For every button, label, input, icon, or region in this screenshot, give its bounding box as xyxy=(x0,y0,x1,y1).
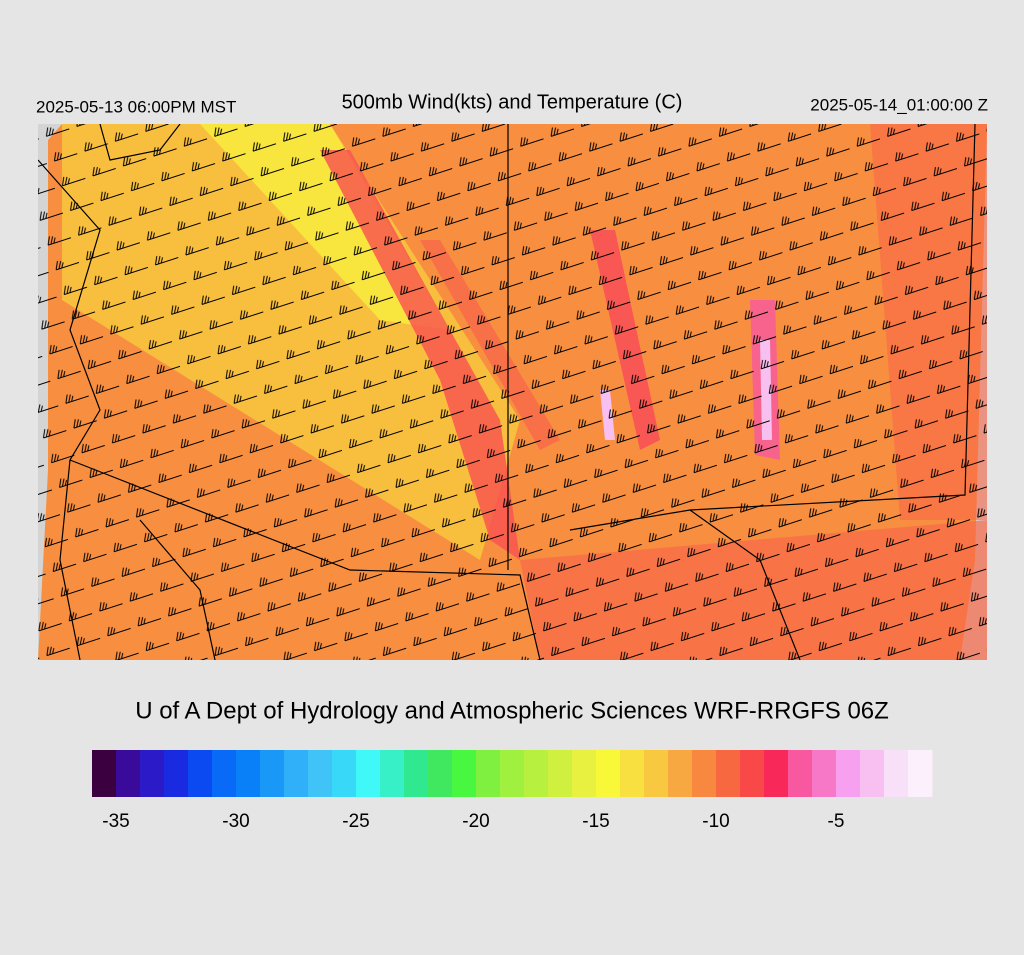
colorbar-swatch xyxy=(92,750,117,797)
colorbar-swatch xyxy=(524,750,549,797)
colorbar-tick-label: -10 xyxy=(702,811,729,832)
colorbar-swatch xyxy=(788,750,813,797)
colorbar-swatch xyxy=(452,750,477,797)
colorbar-swatch xyxy=(428,750,453,797)
colorbar: -35 -30 -25 -20 -15 -10 -5 xyxy=(92,750,933,832)
colorbar-swatch xyxy=(572,750,597,797)
colorbar-swatch xyxy=(236,750,261,797)
colorbar-swatch xyxy=(548,750,573,797)
colorbar-tick-label: -35 xyxy=(102,811,129,832)
colorbar-tick-label: -5 xyxy=(828,811,845,832)
colorbar-swatch xyxy=(884,750,909,797)
colorbar-swatch xyxy=(644,750,669,797)
colorbar-swatch xyxy=(404,750,429,797)
colorbar-swatch xyxy=(836,750,861,797)
map xyxy=(38,124,987,660)
colorbar-swatch xyxy=(908,750,933,797)
colorbar-tick-label: -30 xyxy=(222,811,249,832)
colorbar-swatch xyxy=(812,750,837,797)
colorbar-swatch xyxy=(284,750,309,797)
colorbar-swatch xyxy=(716,750,741,797)
colorbar-swatch xyxy=(308,750,333,797)
colorbar-swatch xyxy=(188,750,213,797)
colorbar-swatch xyxy=(356,750,381,797)
colorbar-swatch xyxy=(212,750,237,797)
colorbar-swatch xyxy=(116,750,141,797)
colorbar-swatch xyxy=(764,750,789,797)
credit: U of A Dept of Hydrology and Atmospheric… xyxy=(135,697,889,724)
colorbar-swatch xyxy=(860,750,885,797)
colorbar-swatch xyxy=(668,750,693,797)
colorbar-swatch xyxy=(500,750,525,797)
colorbar-tick-label: -15 xyxy=(582,811,609,832)
colorbar-swatch xyxy=(380,750,405,797)
colorbar-tick-label: -25 xyxy=(342,811,369,832)
valid-local-time: 2025-05-13 06:00PM MST xyxy=(36,97,236,116)
valid-utc-time: 2025-05-14_01:00:00 Z xyxy=(810,95,988,114)
wind-barbs xyxy=(38,124,987,660)
colorbar-swatch xyxy=(476,750,501,797)
colorbar-swatch xyxy=(332,750,357,797)
map-title: 500mb Wind(kts) and Temperature (C) xyxy=(342,91,683,113)
colorbar-swatch xyxy=(692,750,717,797)
colorbar-swatch xyxy=(740,750,765,797)
colorbar-swatch xyxy=(596,750,621,797)
colorbar-tick-label: -20 xyxy=(462,811,489,832)
colorbar-swatch xyxy=(164,750,189,797)
colorbar-swatch xyxy=(620,750,645,797)
colorbar-swatch xyxy=(140,750,165,797)
colorbar-swatch xyxy=(260,750,285,797)
